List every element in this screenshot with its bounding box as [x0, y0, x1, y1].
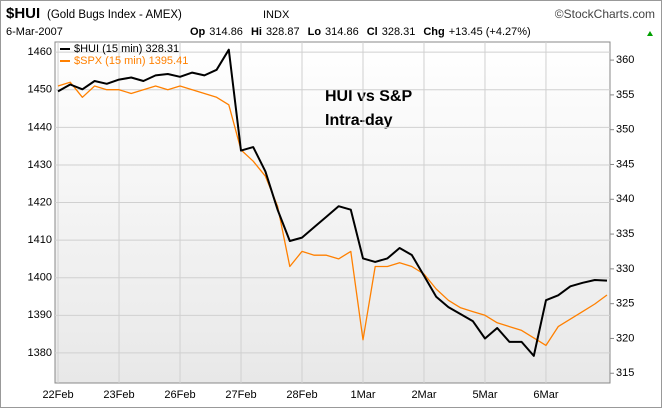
y2-tick-label: 355	[616, 89, 634, 101]
annotation: HUI vs S&P	[325, 88, 412, 105]
y-tick-label: 1440	[28, 121, 52, 133]
stat-label: Lo	[308, 26, 322, 38]
y-tick-label: 1430	[28, 159, 52, 171]
y-tick-label: 1450	[28, 84, 52, 96]
y2-tick-label: 320	[616, 332, 634, 344]
stat-value: 314.86	[325, 26, 359, 38]
up-arrow	[647, 31, 653, 36]
y-tick-label: 1380	[28, 347, 52, 359]
y2-tick-label: 345	[616, 158, 634, 170]
symbol: $HUI	[6, 5, 40, 22]
legend-label: $HUI (15 min) 328.31	[74, 43, 179, 55]
y2-tick-label: 330	[616, 263, 634, 275]
y-tick-label: 1460	[28, 46, 52, 58]
stat-value: 328.87	[266, 26, 300, 38]
y2-tick-label: 350	[616, 124, 634, 136]
stat-label: Op	[190, 26, 206, 38]
description: (Gold Bugs Index - AMEX)	[47, 9, 182, 21]
x-tick-label: 22Feb	[42, 389, 73, 401]
stat-value: 328.31	[382, 26, 416, 38]
y2-tick-label: 360	[616, 54, 634, 66]
y2-tick-label: 340	[616, 193, 634, 205]
y-tick-label: 1410	[28, 234, 52, 246]
x-tick-label: 1Mar	[350, 389, 375, 401]
y-tick-label: 1390	[28, 309, 52, 321]
y-tick-label: 1400	[28, 272, 52, 284]
date: 6-Mar-2007	[6, 26, 63, 38]
x-tick-label: 28Feb	[286, 389, 317, 401]
y-tick-label: 1420	[28, 196, 52, 208]
stats: Op 314.86 Hi 328.87 Lo 314.86 Cl 328.31 Chg +13.4…	[190, 26, 531, 38]
legend-label: $SPX (15 min) 1395.41	[74, 55, 188, 67]
y2-tick-label: 325	[616, 298, 634, 310]
series-line	[57, 48, 608, 357]
x-tick-label: 5Mar	[472, 389, 497, 401]
y2-tick-label: 315	[616, 367, 634, 379]
x-tick-label: 6Mar	[533, 389, 558, 401]
x-tick-label: 23Feb	[103, 389, 134, 401]
x-tick-label: 27Feb	[225, 389, 256, 401]
stat-value: 314.86	[209, 26, 243, 38]
exchange: INDX	[263, 9, 290, 21]
y2-tick-label: 335	[616, 228, 634, 240]
stat-label: Cl	[367, 26, 378, 38]
copyright: ©StockCharts.com	[555, 7, 655, 21]
stat-value: +13.45 (+4.27%)	[449, 26, 531, 38]
x-tick-label: 26Feb	[164, 389, 195, 401]
series-line	[57, 81, 608, 347]
stat-label: Hi	[251, 26, 262, 38]
x-tick-label: 2Mar	[411, 389, 436, 401]
annotation: Intra-day	[325, 112, 393, 129]
stat-label: Chg	[423, 26, 444, 38]
